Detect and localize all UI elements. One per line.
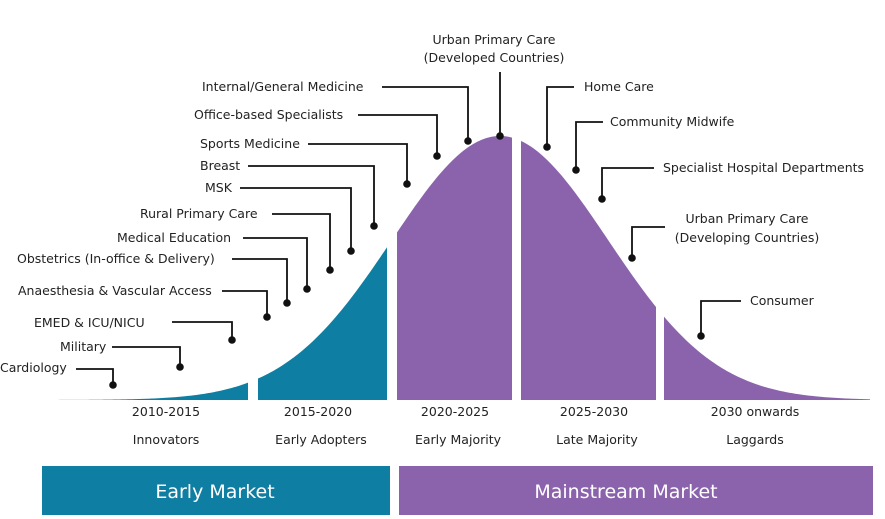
dot-urban-developing — [628, 254, 636, 262]
dot-breast — [370, 222, 378, 230]
dot-specialist-hospital — [598, 195, 606, 203]
dot-emed — [228, 336, 236, 344]
leader-cardiology — [76, 368, 114, 385]
leader-home-care — [546, 86, 574, 147]
segment-labels: 2010-2015 Innovators 2015-2020 Early Ado… — [132, 404, 799, 447]
curve-segment-early-majority — [397, 136, 512, 400]
dot-office-specialists — [433, 152, 441, 160]
curve-segment-early-adopters — [258, 247, 387, 400]
segment-years-innovators: 2010-2015 — [132, 404, 200, 419]
segment-stage-innovators: Innovators — [133, 432, 199, 447]
label-urban-developed-line2: (Developed Countries) — [424, 50, 565, 65]
label-breast: Breast — [200, 158, 240, 173]
dot-medical-education — [303, 285, 311, 293]
curve-segment-laggards — [664, 316, 870, 400]
label-emed: EMED & ICU/NICU — [34, 315, 145, 330]
label-urban-developing-line1: Urban Primary Care — [686, 211, 809, 226]
label-anaesthesia: Anaesthesia & Vascular Access — [18, 283, 212, 298]
label-medical-education: Medical Education — [117, 230, 231, 245]
label-cardiology: Cardiology — [0, 360, 67, 375]
leader-internal-medicine — [382, 86, 469, 141]
adoption-curve — [38, 136, 870, 400]
dot-community-midwife — [572, 166, 580, 174]
dot-consumer — [697, 332, 705, 340]
curve-segment-late-majority — [521, 140, 656, 400]
marker-dots — [109, 132, 705, 389]
dot-msk — [347, 247, 355, 255]
dot-anaesthesia — [263, 313, 271, 321]
label-urban-developed-line1: Urban Primary Care — [433, 32, 556, 47]
label-office-specialists: Office-based Specialists — [194, 107, 343, 122]
label-specialist-hospital: Specialist Hospital Departments — [663, 160, 864, 175]
label-rural-primary-care: Rural Primary Care — [140, 206, 258, 221]
dot-cardiology — [109, 381, 117, 389]
label-community-midwife: Community Midwife — [610, 114, 735, 129]
leader-office-specialists — [358, 114, 438, 156]
leader-community-midwife — [575, 121, 603, 170]
dot-rural-primary-care — [326, 266, 334, 274]
dot-obstetrics — [283, 299, 291, 307]
leader-lines — [76, 72, 741, 385]
market-bars: Early Market Mainstream Market — [42, 466, 873, 515]
leader-medical-education — [243, 237, 308, 289]
label-urban-developing-line2: (Developing Countries) — [675, 230, 819, 245]
segment-years-late-majority: 2025-2030 — [560, 404, 628, 419]
segment-stage-early-majority: Early Majority — [415, 432, 502, 447]
segment-stage-late-majority: Late Majority — [556, 432, 638, 447]
leader-military — [112, 346, 181, 367]
leader-consumer — [700, 300, 741, 336]
early-market-bar — [42, 466, 390, 515]
segment-stage-laggards: Laggards — [726, 432, 784, 447]
label-obstetrics: Obstetrics (In-office & Delivery) — [17, 251, 215, 266]
segment-years-laggards: 2030 onwards — [711, 404, 800, 419]
leader-rural-primary-care — [272, 213, 331, 270]
dot-military — [176, 363, 184, 371]
segment-years-early-adopters: 2015-2020 — [284, 404, 352, 419]
mainstream-market-bar — [399, 466, 873, 515]
leader-anaesthesia — [222, 290, 268, 317]
label-internal-medicine: Internal/General Medicine — [202, 79, 364, 94]
leader-sports-medicine — [308, 143, 408, 184]
dot-home-care — [543, 143, 551, 151]
dot-internal-medicine — [464, 137, 472, 145]
label-consumer: Consumer — [750, 293, 815, 308]
mainstream-market-label: Mainstream Market — [534, 481, 717, 503]
segment-stage-early-adopters: Early Adopters — [275, 432, 367, 447]
label-military: Military — [60, 339, 107, 354]
leader-breast — [248, 165, 375, 226]
application-labels: Cardiology Military EMED & ICU/NICU Anae… — [0, 32, 864, 375]
early-market-label: Early Market — [155, 481, 274, 503]
leader-emed — [172, 321, 233, 340]
dot-sports-medicine — [403, 180, 411, 188]
dot-urban-developed — [496, 132, 504, 140]
leader-obstetrics — [232, 258, 288, 303]
label-sports-medicine: Sports Medicine — [200, 136, 300, 151]
segment-years-early-majority: 2020-2025 — [421, 404, 489, 419]
curve-segment-innovators — [38, 382, 248, 400]
leader-urban-developing — [631, 226, 665, 258]
leader-specialist-hospital — [601, 167, 654, 199]
leader-msk — [240, 187, 352, 251]
label-home-care: Home Care — [584, 79, 654, 94]
label-msk: MSK — [205, 180, 233, 195]
